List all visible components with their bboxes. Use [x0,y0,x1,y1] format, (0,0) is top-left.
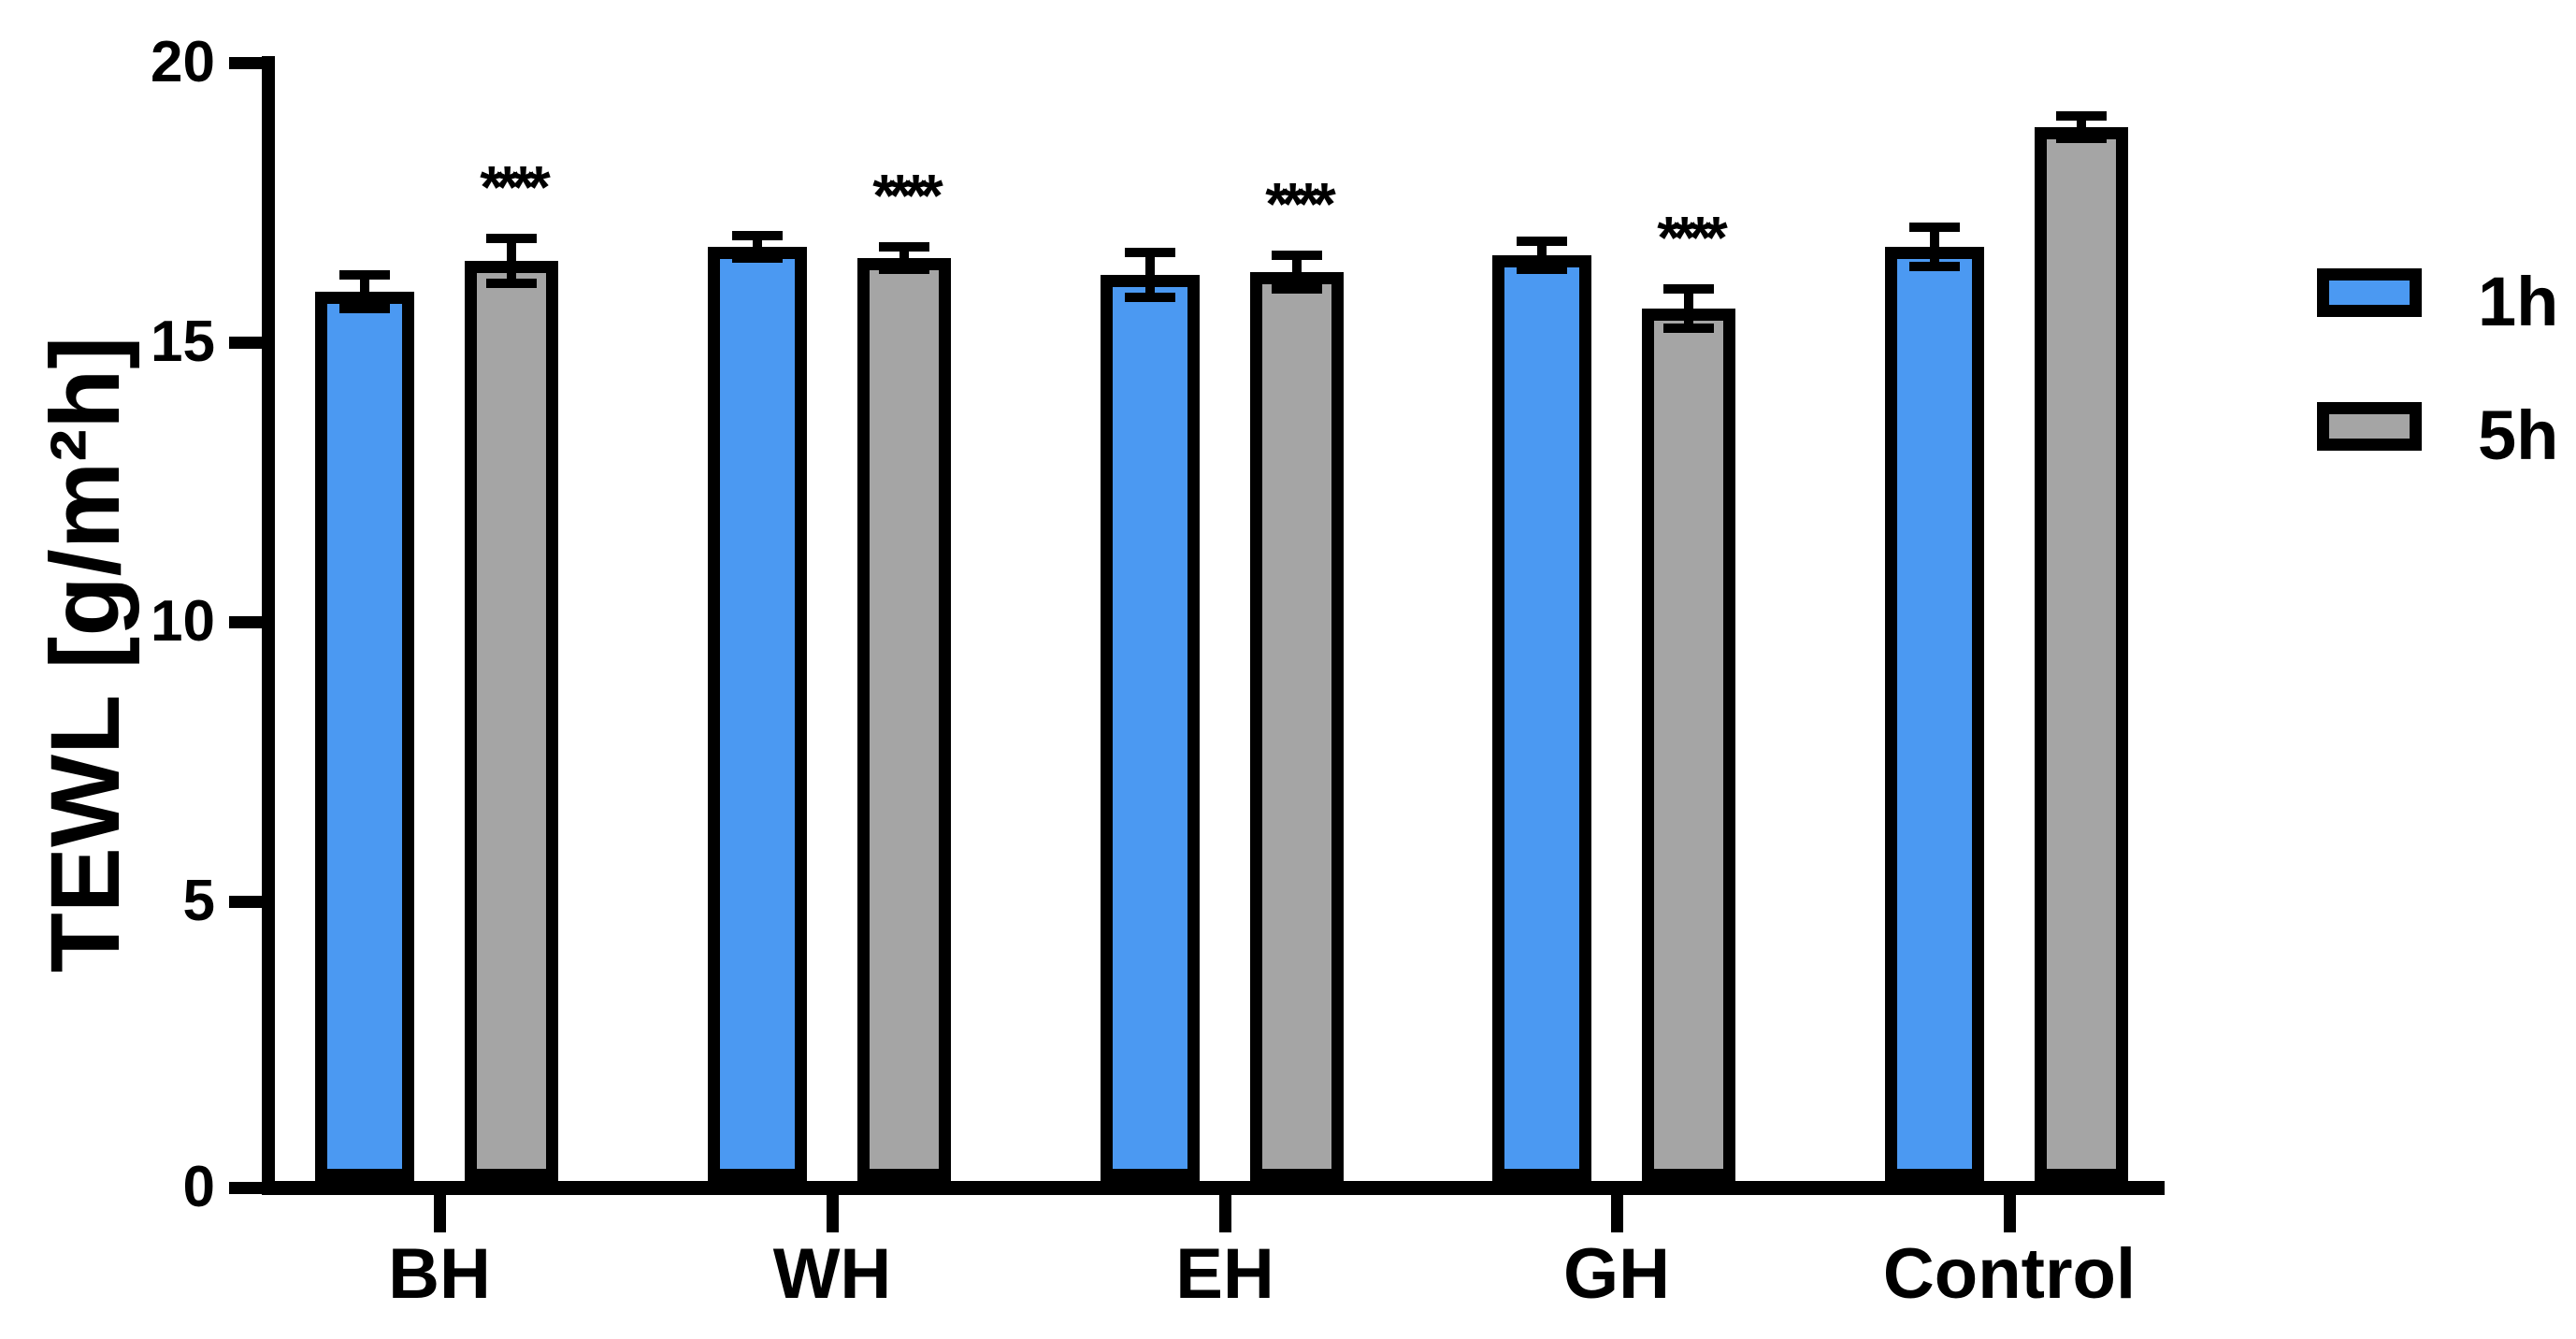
error-bar-cap-bottom-bh-5h [486,279,537,289]
significance-stars-bh: **** [480,153,551,222]
legend-label-1h: 1h [2478,263,2559,340]
error-bar-cap-bottom-eh-1h [1125,293,1175,303]
significance-stars-gh: **** [1657,204,1728,272]
error-bar-cap-bottom-control-5h [2056,133,2107,143]
error-bar-cap-bottom-bh-1h [339,304,390,314]
bar-eh-1h [1101,275,1200,1181]
legend-label-5h: 5h [2478,396,2559,474]
error-bar-stem-eh-5h [1292,255,1302,290]
error-bar-stem-eh-1h [1145,252,1155,298]
error-bar-cap-bottom-control-1h [1909,262,1960,272]
error-bar-stem-gh-5h [1684,289,1693,329]
error-bar-cap-bottom-wh-5h [879,265,929,275]
error-bar-stem-control-5h [2077,115,2086,138]
y-tick-20 [229,56,262,69]
y-tick-label-15: 15 [151,310,215,374]
error-bar-cap-bottom-gh-5h [1663,324,1714,334]
bar-gh-5h [1642,309,1735,1181]
legend-swatch-1h [2317,268,2422,317]
x-tick-label-control: Control [1882,1234,2137,1314]
y-tick-5 [229,895,262,908]
y-axis-line [262,56,275,1195]
error-bar-cap-top-eh-1h [1125,248,1175,258]
error-bar-cap-bottom-gh-1h [1517,265,1567,275]
bar-wh-5h [857,258,951,1181]
error-bar-stem-bh-5h [507,238,516,284]
x-tick-gh [1610,1195,1623,1232]
bar-bh-1h [315,292,414,1181]
error-bar-stem-control-1h [1930,227,1939,267]
error-bar-cap-bottom-wh-1h [732,253,783,264]
y-tick-label-20: 20 [151,30,215,94]
bar-gh-1h [1492,255,1591,1181]
y-tick-label-10: 10 [151,589,215,654]
y-tick-10 [229,615,262,628]
x-tick-label-gh: GH [1563,1234,1670,1314]
error-bar-cap-top-wh-5h [879,242,929,252]
error-bar-cap-top-control-5h [2056,110,2107,121]
bar-wh-1h [708,247,807,1181]
bar-bh-5h [465,261,558,1181]
error-bar-cap-bottom-eh-5h [1272,284,1322,295]
x-tick-control [2003,1195,2016,1232]
bar-control-1h [1885,247,1984,1181]
error-bar-cap-top-bh-1h [339,270,390,281]
error-bar-stem-wh-1h [753,236,762,259]
bar-control-5h [2035,126,2128,1181]
y-tick-0 [229,1181,262,1194]
x-tick-wh [826,1195,839,1232]
significance-stars-eh: **** [1265,170,1336,238]
error-bar-cap-top-wh-1h [732,231,783,241]
error-bar-cap-top-gh-5h [1663,284,1714,295]
x-tick-label-wh: WH [772,1234,892,1314]
y-tick-label-0: 0 [182,1155,215,1219]
error-bar-cap-top-bh-5h [486,234,537,244]
x-tick-eh [1218,1195,1231,1232]
error-bar-stem-wh-5h [899,247,909,270]
x-tick-label-eh: EH [1175,1234,1274,1314]
x-tick-bh [433,1195,446,1232]
x-tick-label-bh: BH [388,1234,491,1314]
bar-eh-5h [1250,272,1344,1181]
legend-swatch-5h [2317,402,2422,451]
error-bar-cap-top-gh-1h [1517,237,1567,247]
error-bar-cap-top-control-1h [1909,223,1960,233]
error-bar-cap-top-eh-5h [1272,251,1322,261]
error-bar-stem-bh-1h [360,275,369,310]
x-axis-line [262,1181,2165,1195]
error-bar-stem-gh-1h [1537,241,1547,270]
y-tick-label-5: 5 [182,869,215,933]
y-tick-15 [229,336,262,349]
significance-stars-wh: **** [872,162,943,230]
